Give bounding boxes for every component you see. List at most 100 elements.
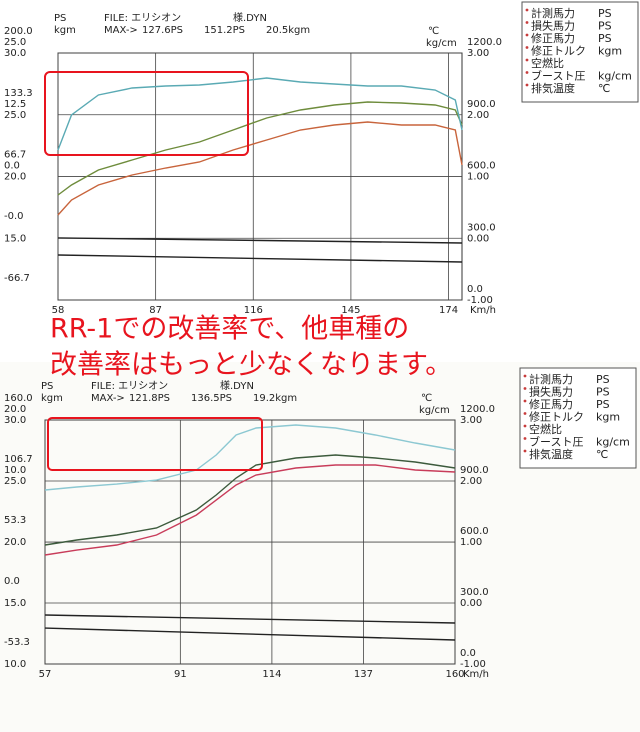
legend-label: 排気温度 [531, 81, 575, 95]
legend-label: 空燃比 [531, 56, 564, 70]
y-tick-label: 2.00 [460, 476, 482, 487]
legend-unit: PS [598, 20, 612, 33]
y-tick-label: 20.0 [4, 537, 26, 548]
legend-bullet [525, 46, 529, 49]
header-unit: PS [54, 13, 66, 24]
legend-bullet [523, 374, 527, 378]
y-tick-label: 1200.0 [460, 404, 495, 415]
y-tick-label: 53.3 [4, 515, 26, 526]
x-tick-label: 58 [52, 305, 65, 316]
legend-bullet [525, 58, 529, 62]
legend-label: 修正馬力 [529, 397, 573, 411]
y-tick-label: 10.0 [4, 465, 26, 476]
legend-bullet [523, 387, 527, 390]
annotation: RR-1での改善率で、他車種の [50, 314, 409, 345]
y-tick-label: 0.0 [467, 284, 483, 295]
series-line [57, 254, 463, 263]
x-axis-label: Km/h [470, 305, 496, 316]
legend-label: 計測馬力 [531, 6, 575, 20]
legend-label: 空燃比 [529, 422, 562, 436]
legend-label: 修正トルク [531, 44, 586, 58]
series-line [44, 614, 456, 624]
unit-label: kg/cm [426, 38, 457, 49]
header-unit: kgm [54, 25, 76, 36]
y-tick-label: 3.00 [460, 415, 482, 426]
max-value: 20.5kgm [266, 25, 310, 36]
legend-bullet [525, 8, 529, 12]
header-file: FILE: エリシオン [104, 12, 181, 24]
y-tick-label: 900.0 [460, 465, 489, 476]
legend-bullet [523, 437, 527, 440]
x-tick-label: 87 [149, 305, 162, 316]
x-tick-label: 57 [39, 669, 52, 680]
y-tick-label: -1.00 [460, 659, 486, 670]
legend-box [521, 1, 639, 103]
y-tick-label: -1.00 [467, 295, 493, 306]
legend-unit: kgm [596, 411, 620, 424]
y-tick-label: 25.0 [4, 476, 26, 487]
legend-bullet [525, 71, 529, 74]
y-tick-label: 25.0 [4, 110, 26, 121]
unit-label: ℃ [428, 26, 439, 37]
legend-label: 排気温度 [529, 447, 573, 461]
legend-bullet [523, 449, 527, 453]
series-line [57, 101, 463, 196]
legend-unit: PS [598, 7, 612, 20]
legend-label: 修正馬力 [531, 31, 575, 45]
legend-unit: ℃ [598, 82, 610, 95]
legend-label: 修正トルク [529, 410, 584, 424]
max-value: 136.5PS [191, 393, 232, 404]
y-tick-label: 15.0 [4, 233, 26, 244]
legend-unit: PS [596, 386, 610, 399]
max-value: 127.6PS [142, 25, 183, 36]
y-tick-label: 0.00 [467, 233, 489, 244]
y-tick-label: 1.00 [460, 537, 482, 548]
y-tick-label: 1200.0 [467, 37, 502, 48]
x-tick-label: 114 [262, 669, 281, 680]
legend-label: ブースト圧 [531, 69, 585, 83]
max-value: 151.2PS [204, 25, 245, 36]
legend-unit: ℃ [596, 448, 608, 461]
x-tick-label: 174 [439, 305, 458, 316]
y-tick-label: 30.0 [4, 48, 26, 59]
y-tick-label: 0.00 [460, 598, 482, 609]
legend-unit: PS [596, 398, 610, 411]
legend-unit: kgm [598, 45, 622, 58]
x-tick-label: 160 [445, 669, 464, 680]
unit-label: kg/cm [419, 405, 450, 416]
y-tick-label: 0.0 [4, 576, 20, 587]
header-unit: PS [41, 381, 53, 392]
y-tick-label: 106.7 [4, 454, 33, 465]
y-tick-label: 900.0 [467, 99, 496, 110]
header-file: 様.DYN [220, 379, 254, 392]
header-max: MAX-> [104, 25, 138, 36]
legend-bullet [525, 21, 529, 24]
y-tick-label: -0.0 [4, 211, 24, 222]
y-tick-label: 160.0 [4, 393, 33, 404]
header-file: FILE: エリシオン [91, 380, 168, 392]
legend-label: ブースト圧 [529, 435, 583, 449]
highlight-box [44, 71, 249, 156]
unit-label: ℃ [421, 393, 432, 404]
x-tick-label: 137 [354, 669, 373, 680]
y-tick-label: 200.0 [4, 26, 33, 37]
y-tick-label: 3.00 [467, 48, 489, 59]
y-tick-label: 1.00 [467, 172, 489, 183]
series-line [44, 454, 456, 546]
x-tick-label: 145 [341, 305, 360, 316]
series-line [57, 121, 463, 216]
legend-unit: PS [596, 373, 610, 386]
y-tick-label: 0.0 [4, 161, 20, 172]
series-line [44, 627, 456, 641]
y-tick-label: 600.0 [460, 526, 489, 537]
x-axis-label: Km/h [463, 669, 489, 680]
x-tick-label: 91 [174, 669, 187, 680]
max-value: 121.8PS [129, 393, 170, 404]
y-tick-label: 10.0 [4, 659, 26, 670]
y-tick-label: 133.3 [4, 88, 33, 99]
header-max: MAX-> [91, 393, 125, 404]
header-file: 様.DYN [233, 11, 267, 24]
legend-bullet [523, 399, 527, 403]
series-line [44, 464, 456, 556]
